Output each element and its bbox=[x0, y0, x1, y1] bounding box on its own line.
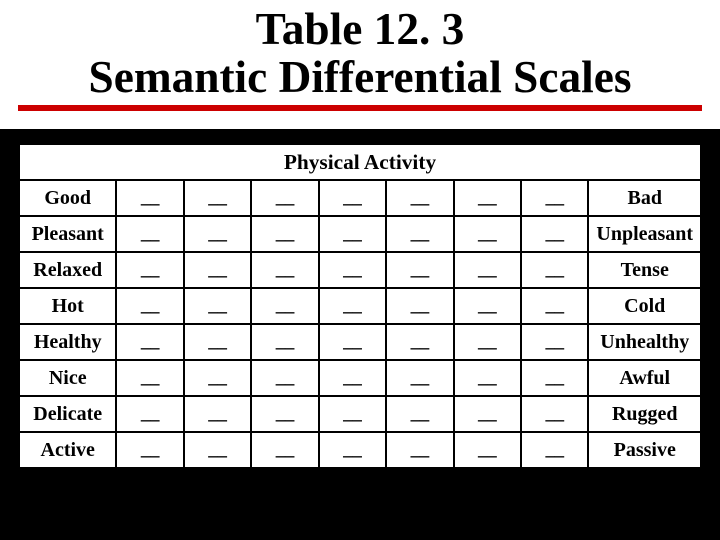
row-left-label: Healthy bbox=[19, 324, 116, 360]
scale-cell: __ bbox=[454, 216, 521, 252]
scale-cell: __ bbox=[116, 324, 183, 360]
scale-cell: __ bbox=[184, 288, 251, 324]
scale-cell: __ bbox=[386, 216, 453, 252]
scale-cell: __ bbox=[184, 432, 251, 468]
scale-cell: __ bbox=[184, 360, 251, 396]
scale-cell: __ bbox=[521, 216, 588, 252]
scale-cell: __ bbox=[116, 252, 183, 288]
table-row: Healthy______________Unhealthy bbox=[19, 324, 701, 360]
scale-cell: __ bbox=[386, 432, 453, 468]
scale-cell: __ bbox=[251, 324, 318, 360]
row-left-label: Delicate bbox=[19, 396, 116, 432]
scale-cell: __ bbox=[319, 324, 386, 360]
row-left-label: Relaxed bbox=[19, 252, 116, 288]
table-row: Good______________Bad bbox=[19, 180, 701, 216]
scale-cell: __ bbox=[319, 216, 386, 252]
table-row: Relaxed______________Tense bbox=[19, 252, 701, 288]
scale-cell: __ bbox=[521, 432, 588, 468]
scale-cell: __ bbox=[454, 324, 521, 360]
scale-cell: __ bbox=[251, 360, 318, 396]
row-left-label: Good bbox=[19, 180, 116, 216]
scale-cell: __ bbox=[521, 324, 588, 360]
row-right-label: Unpleasant bbox=[588, 216, 701, 252]
scale-cell: __ bbox=[251, 396, 318, 432]
scale-cell: __ bbox=[454, 180, 521, 216]
scale-cell: __ bbox=[319, 396, 386, 432]
scale-cell: __ bbox=[386, 360, 453, 396]
semantic-differential-table: Physical Activity Good______________BadP… bbox=[18, 143, 702, 469]
slide-page: Table 12. 3 Semantic Differential Scales… bbox=[0, 0, 720, 540]
row-right-label: Awful bbox=[588, 360, 701, 396]
row-left-label: Active bbox=[19, 432, 116, 468]
row-left-label: Nice bbox=[19, 360, 116, 396]
title-block: Table 12. 3 Semantic Differential Scales bbox=[0, 0, 720, 101]
table-row: Nice______________Awful bbox=[19, 360, 701, 396]
scale-cell: __ bbox=[116, 396, 183, 432]
scale-cell: __ bbox=[184, 216, 251, 252]
scale-cell: __ bbox=[251, 288, 318, 324]
scale-cell: __ bbox=[386, 396, 453, 432]
row-right-label: Rugged bbox=[588, 396, 701, 432]
title-underline bbox=[18, 105, 702, 111]
scale-cell: __ bbox=[184, 396, 251, 432]
scale-cell: __ bbox=[454, 396, 521, 432]
scale-cell: __ bbox=[116, 360, 183, 396]
scale-cell: __ bbox=[251, 432, 318, 468]
scale-cell: __ bbox=[319, 360, 386, 396]
table-container: Physical Activity Good______________BadP… bbox=[0, 129, 720, 469]
row-right-label: Bad bbox=[588, 180, 701, 216]
row-right-label: Cold bbox=[588, 288, 701, 324]
title-area: Table 12. 3 Semantic Differential Scales bbox=[0, 0, 720, 129]
table-row: Hot______________Cold bbox=[19, 288, 701, 324]
scale-cell: __ bbox=[319, 252, 386, 288]
scale-cell: __ bbox=[251, 252, 318, 288]
scale-cell: __ bbox=[521, 360, 588, 396]
table-header-row: Physical Activity bbox=[19, 144, 701, 180]
table-body: Good______________BadPleasant___________… bbox=[19, 180, 701, 468]
row-right-label: Tense bbox=[588, 252, 701, 288]
row-right-label: Passive bbox=[588, 432, 701, 468]
scale-cell: __ bbox=[319, 432, 386, 468]
scale-cell: __ bbox=[116, 180, 183, 216]
scale-cell: __ bbox=[116, 216, 183, 252]
scale-cell: __ bbox=[454, 288, 521, 324]
scale-cell: __ bbox=[521, 396, 588, 432]
scale-cell: __ bbox=[521, 288, 588, 324]
row-left-label: Hot bbox=[19, 288, 116, 324]
scale-cell: __ bbox=[116, 288, 183, 324]
row-right-label: Unhealthy bbox=[588, 324, 701, 360]
scale-cell: __ bbox=[386, 252, 453, 288]
scale-cell: __ bbox=[454, 360, 521, 396]
table-row: Pleasant______________Unpleasant bbox=[19, 216, 701, 252]
scale-cell: __ bbox=[454, 252, 521, 288]
table-header: Physical Activity bbox=[19, 144, 701, 180]
scale-cell: __ bbox=[319, 180, 386, 216]
row-left-label: Pleasant bbox=[19, 216, 116, 252]
scale-cell: __ bbox=[386, 288, 453, 324]
scale-cell: __ bbox=[184, 324, 251, 360]
scale-cell: __ bbox=[386, 180, 453, 216]
scale-cell: __ bbox=[386, 324, 453, 360]
scale-cell: __ bbox=[184, 252, 251, 288]
title-line-1: Table 12. 3 bbox=[0, 6, 720, 54]
scale-cell: __ bbox=[116, 432, 183, 468]
title-line-2: Semantic Differential Scales bbox=[0, 54, 720, 102]
scale-cell: __ bbox=[319, 288, 386, 324]
scale-cell: __ bbox=[521, 252, 588, 288]
scale-cell: __ bbox=[251, 180, 318, 216]
table-row: Active______________Passive bbox=[19, 432, 701, 468]
scale-cell: __ bbox=[251, 216, 318, 252]
scale-cell: __ bbox=[184, 180, 251, 216]
scale-cell: __ bbox=[521, 180, 588, 216]
table-row: Delicate______________Rugged bbox=[19, 396, 701, 432]
scale-cell: __ bbox=[454, 432, 521, 468]
